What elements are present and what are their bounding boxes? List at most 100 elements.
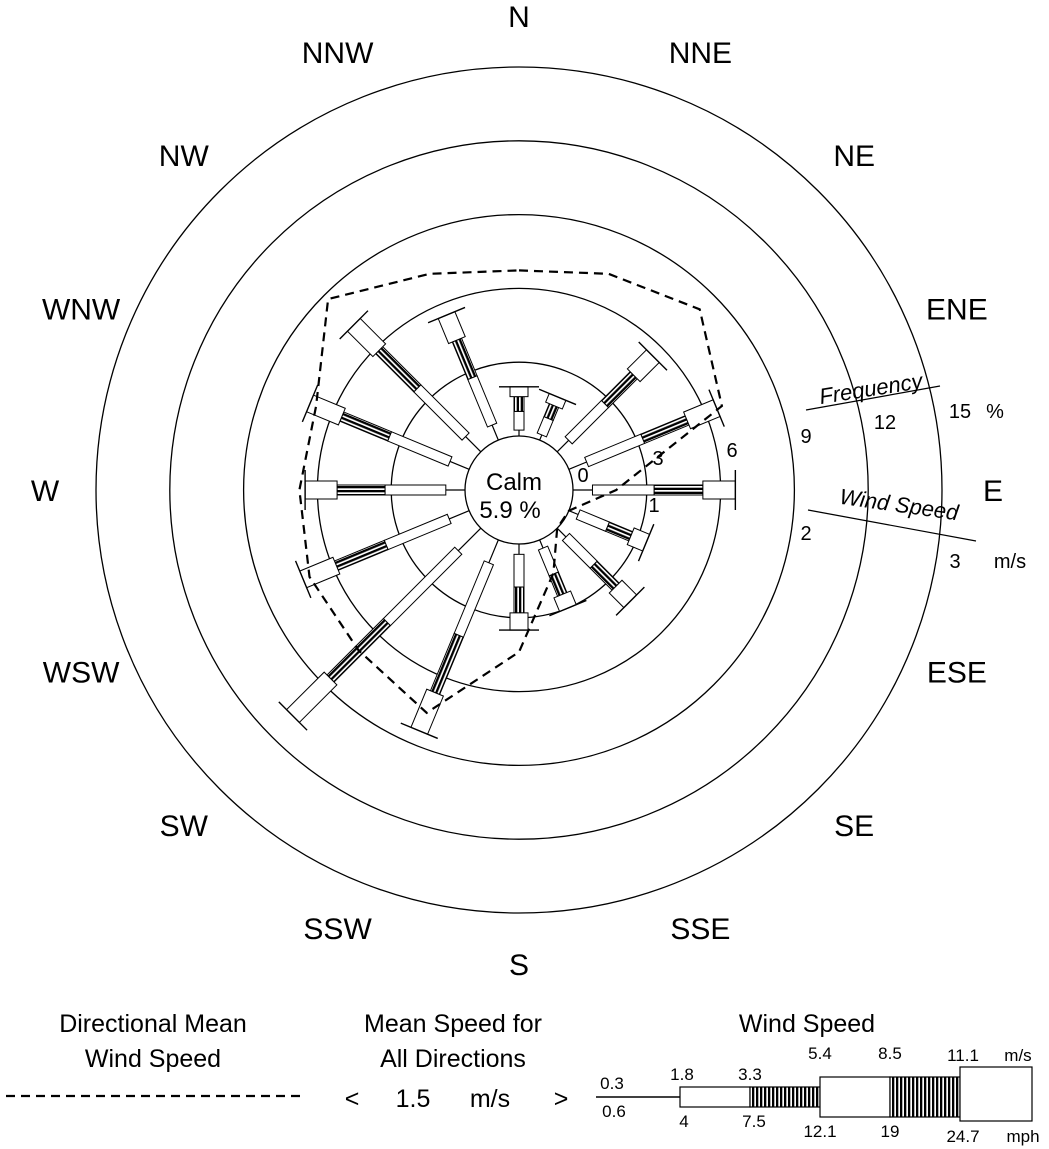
bar-class-2 [386,431,453,467]
freq-tick-6: 6 [726,440,737,462]
bar-end-cap [301,384,319,423]
direction-labels: N NNE NE ENE E ESE SE SSE S SSW SW WSW W WNW NW NNW [31,1,1003,982]
legend-mean-all-title-1: Mean Speed for [364,1010,542,1038]
freq-tick-9: 9 [800,426,811,448]
freq-tick-3: 3 [652,448,663,470]
bar-class-1 [448,510,470,520]
bar-class-4 [285,671,338,724]
bar-class-1 [491,424,499,441]
bar-class-1 [556,527,567,538]
ring-12-percent [169,140,869,840]
bar-end-cap [339,310,369,340]
legend-mph-label: 0.6 [602,1102,626,1121]
bar-end-cap [615,586,645,616]
calm-value: 5.9 % [479,497,540,524]
spoke-ESE [568,509,655,562]
direction-label-NNE: NNE [669,37,732,70]
bar-class-1 [568,510,579,516]
bar-class-1 [568,461,587,470]
bar-class-4 [299,556,341,589]
bar-class-3 [451,337,478,381]
spoke-NNW [427,306,499,441]
bar-class-2 [513,410,525,431]
legend-ms-label: 0.3 [600,1074,624,1093]
spoke-SSE [537,539,587,617]
bar-class-2 [591,484,655,496]
bar-class-2 [561,532,598,569]
speed-axis-line [807,509,977,542]
spoke-NNE [536,388,577,441]
bar-class-1 [539,539,544,549]
bar-class-3 [600,371,638,409]
freq-axis-title: Frequency [818,368,927,409]
bar-class-2 [382,546,463,627]
spoke-NW [339,310,482,453]
speed-tick-0: 0 [577,465,588,487]
bar-class-2 [564,399,610,445]
legend-ms-label: 11.1 [947,1046,979,1065]
ring-9-percent [242,213,796,767]
bar-class-3 [513,586,525,614]
bar-end-cap [427,306,466,324]
ring-15-percent [95,66,943,914]
legend-ms-label: 3.3 [738,1065,762,1084]
bar-class-3 [374,345,422,393]
legend-mph-label: 24.7 [946,1127,979,1146]
direction-label-SW: SW [160,810,209,843]
bar-class-3 [513,396,525,412]
bar-class-2 [584,433,646,468]
bar-class-1 [457,527,482,552]
legend-mph-label: 7.5 [742,1112,766,1131]
speed-tick-2: 2 [800,523,811,545]
direction-label-W: W [31,475,60,508]
bar-end-cap [638,341,668,371]
direction-label-E: E [983,475,1003,508]
spoke-E [573,470,737,510]
bar-class-3 [336,484,386,496]
spoke-ENE [568,389,725,470]
bar-end-cap [400,722,439,740]
speed-unit: m/s [994,551,1026,573]
spoke-W [304,470,465,510]
bar-end-cap [278,701,308,731]
legend-bar-class-5 [889,1076,961,1118]
direction-label-SSW: SSW [303,913,372,946]
bar-class-3 [333,539,389,571]
calm-label: Calm [486,469,542,496]
bar-class-3 [589,560,620,591]
directional-mean-wind-speed-line [298,269,724,715]
bar-class-2 [513,553,525,588]
bar-class-1 [465,436,482,453]
direction-label-WSW: WSW [43,656,120,689]
legend-mph-label: 12.1 [803,1122,836,1141]
bar-class-4 [509,386,529,398]
spoke-SSW [400,539,499,740]
spoke-N [499,386,539,436]
legend-mph-label: 4 [679,1112,688,1131]
bar-class-2 [575,509,611,532]
direction-label-NNW: NNW [302,37,374,70]
spoke-S [499,544,539,631]
legend-mph-label: 19 [881,1122,900,1141]
bar-class-1 [488,539,499,564]
direction-label-SSE: SSE [670,913,730,946]
speed-tick-3: 3 [949,551,960,573]
bar-class-1 [449,460,470,470]
direction-label-SE: SE [834,810,874,843]
bar-class-2 [384,484,447,496]
bar-class-3 [429,632,465,696]
legend-bar-class-4 [819,1076,891,1118]
bar-class-2 [453,560,495,638]
spoke-WSW [294,510,470,599]
direction-label-NW: NW [159,140,210,173]
bar-end-cap [708,389,725,427]
bar-class-2 [467,375,498,428]
spoke-SE [556,527,645,616]
direction-label-ENE: ENE [926,294,988,327]
freq-tick-15: 15 [949,401,971,423]
bar-end-cap [538,388,577,406]
bar-end-cap [294,560,312,599]
speed-tick-1: 1 [648,495,659,517]
bar-class-1 [539,434,543,441]
freq-tick-12: 12 [874,412,896,434]
